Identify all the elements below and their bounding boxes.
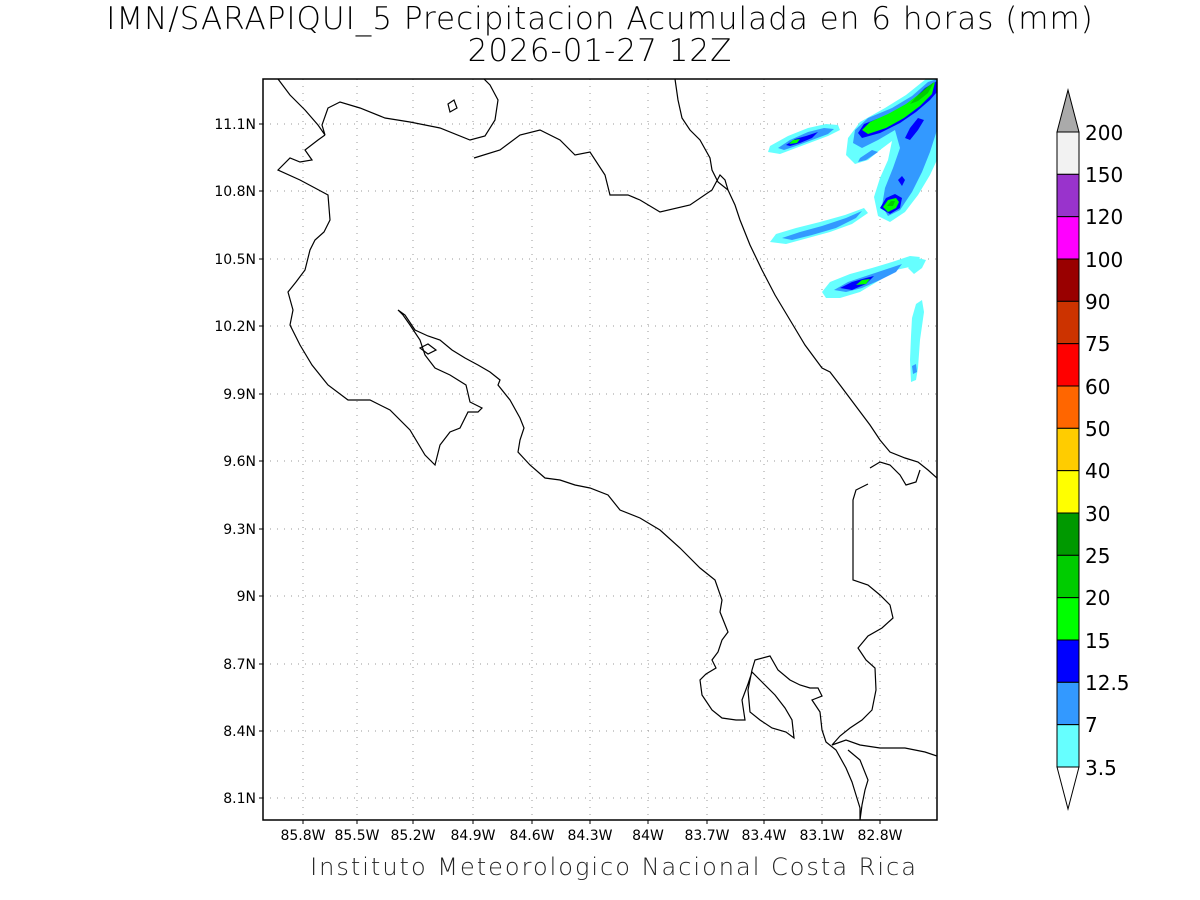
colorbar-swatch [1056,554,1080,599]
precip-area-12-5 [840,276,874,290]
colorbar-swatch [1056,258,1080,302]
colorbar-label: 50 [1085,417,1110,441]
pacific-coast [276,134,861,820]
panama-border [831,483,937,757]
lat-label: 8.4N [223,724,256,740]
colorbar-label: 20 [1085,586,1110,610]
precip-area-7 [912,364,917,374]
precip-area-3-5 [908,258,926,274]
colorbar-label: 30 [1085,502,1110,526]
colorbar-swatch [1056,131,1080,175]
lon-label: 83.7W [684,828,729,844]
lat-label: 9.9N [223,387,256,403]
colorbar-label: 200 [1085,121,1123,145]
precip-area-7 [858,150,878,162]
map-frame [262,78,938,821]
colorbar-bottom-triangle [1056,766,1080,811]
precipitation-field [768,79,937,382]
graticule [263,79,937,820]
nicaragua-border [473,129,729,213]
colorbar-swatch [1056,300,1080,345]
axis-ticks [259,123,881,824]
colorbar-label: 90 [1085,290,1110,314]
colorbar-swatch [1056,512,1080,556]
colorbar: 200 150 120 100 90 75 60 50 40 30 25 20 … [1056,88,1130,811]
map-title: IMN/SARAPIQUI_5 Precipitacion Acumulada … [106,1,1094,37]
colorbar-swatch [1056,343,1080,387]
colorbar-swatch [1056,724,1080,768]
lat-label: 8.1N [223,791,256,807]
lat-label: 10.5N [214,252,256,268]
colorbar-swatch [1056,681,1080,726]
lon-label: 83.1W [799,828,844,844]
colorbar-swatch [1056,470,1080,514]
lon-label: 82.8W [857,828,902,844]
lat-label: 9N [237,589,256,605]
lake-shore [277,79,499,141]
colorbar-swatch [1056,173,1080,218]
colorbar-swatch [1056,639,1080,683]
lon-label: 84.6W [509,828,554,844]
lon-label: 84.9W [450,828,495,844]
precip-area-20 [910,82,934,104]
lat-label: 10.8N [214,184,256,200]
colorbar-label: 25 [1085,544,1110,568]
coastlines [276,79,937,820]
precip-area-20 [887,201,895,206]
precip-area-3-5 [770,208,868,244]
lat-label: 8.7N [223,657,256,673]
colorbar-swatch [1056,427,1080,472]
island [447,99,458,113]
lat-label: 9.3N [223,522,256,538]
lon-label: 84W [632,828,664,844]
colorbar-label: 100 [1085,248,1123,272]
precip-area-12-5 [898,176,905,186]
lon-label: 85.5W [334,828,379,844]
colorbar-label: 60 [1085,375,1110,399]
lat-label: 9.6N [223,454,256,470]
island [418,343,438,355]
colorbar-top-triangle [1056,88,1080,133]
longitude-axis: 85.8W 85.5W 85.2W 84.9W 84.6W 84.3W 84W … [280,828,902,844]
lon-label: 85.2W [390,828,435,844]
panama-border [869,461,921,486]
precip-area-15 [789,139,800,144]
colorbar-label: 120 [1085,205,1123,229]
precip-area-7 [853,79,937,216]
colorbar-label: 3.5 [1085,756,1117,780]
colorbar-swatch [1056,597,1080,641]
colorbar-label: 15 [1085,629,1110,653]
lon-label: 83.4W [741,828,786,844]
precip-area-7 [782,211,862,240]
precip-area-12-5 [905,118,924,140]
precip-area-15 [856,279,870,285]
lon-label: 85.8W [280,828,325,844]
panama-coast [847,749,869,820]
colorbar-label: 150 [1085,163,1123,187]
lat-label: 11.1N [214,117,256,133]
colorbar-swatch [1056,385,1080,429]
colorbar-label: 12.5 [1085,671,1130,695]
colorbar-label: 75 [1085,332,1110,356]
map-datetime: 2026-01-27 12Z [467,33,733,69]
lat-label: 10.2N [214,319,256,335]
caribbean-coast [674,79,937,479]
footer-credit: Instituto Meteorologico Nacional Costa R… [310,853,918,881]
latitude-axis: 11.1N 10.8N 10.5N 10.2N 9.9N 9.6N 9.3N 9… [214,117,256,807]
precip-area-3-5 [910,300,924,382]
colorbar-label: 40 [1085,459,1110,483]
colorbar-swatch [1056,216,1080,260]
precip-area-15 [862,82,935,134]
lon-label: 84.3W [567,828,612,844]
colorbar-label: 7 [1085,713,1098,737]
